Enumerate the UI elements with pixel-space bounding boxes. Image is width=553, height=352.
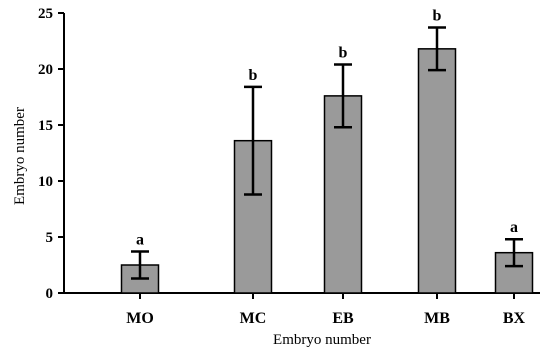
- x-tick-label: MB: [424, 310, 450, 327]
- significance-label: b: [249, 67, 258, 84]
- y-tick-label: 10: [38, 174, 53, 190]
- y-tick-label: 15: [38, 118, 53, 134]
- x-tick-label: BX: [503, 310, 526, 327]
- significance-label: b: [433, 8, 442, 25]
- y-tick-label: 5: [46, 230, 54, 246]
- x-tick-label: EB: [332, 310, 354, 327]
- significance-label: b: [339, 45, 348, 62]
- y-tick-label: 25: [38, 6, 53, 22]
- bar-mb: [417, 48, 457, 294]
- significance-label: a: [136, 232, 144, 249]
- y-tick-label: 20: [38, 62, 53, 78]
- y-tick-label: 0: [46, 286, 54, 302]
- x-tick-label: MO: [126, 310, 154, 327]
- plot-area: 0 5 10 15 20 25 a MO b MC b EB b MB a BX: [38, 6, 540, 327]
- x-axis-title: Embryo number: [273, 332, 371, 348]
- x-tick-label: MC: [240, 310, 267, 327]
- y-axis-title: Embryo number: [12, 107, 28, 205]
- significance-label: a: [510, 219, 518, 236]
